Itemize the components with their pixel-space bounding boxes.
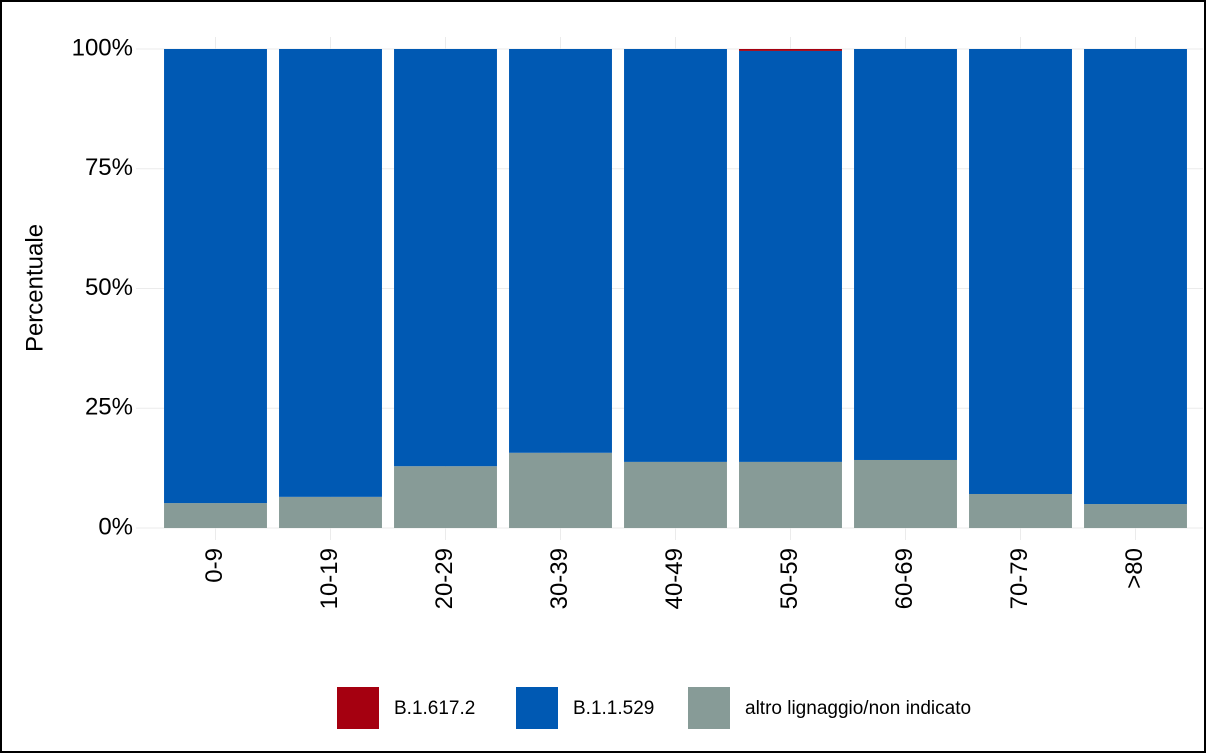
bar-segment <box>394 466 497 528</box>
bar-segment <box>739 461 842 528</box>
y-tick-label: 25% <box>85 394 133 421</box>
bar-segment <box>854 459 957 528</box>
bar-segment <box>394 49 497 467</box>
x-tick-label: 70-79 <box>1006 548 1033 609</box>
x-tick-label: 40-49 <box>661 548 688 609</box>
bar-segment <box>624 461 727 528</box>
bar-segment <box>854 49 957 460</box>
y-axis-label: Percentuale <box>21 224 48 352</box>
legend-swatch <box>337 687 379 729</box>
legend-label: B.1.617.2 <box>394 698 475 719</box>
legend-label: B.1.1.529 <box>573 698 654 719</box>
bar-segment <box>279 496 382 528</box>
y-tick-label: 50% <box>85 274 133 301</box>
bar-segment <box>279 49 382 497</box>
bar-segment <box>1084 49 1187 505</box>
y-tick-label: 0% <box>98 513 133 540</box>
bar-segment <box>969 493 1072 528</box>
y-tick-label: 100% <box>72 34 133 61</box>
x-tick-label: >80 <box>1121 548 1148 589</box>
bar-segment <box>624 49 727 462</box>
y-tick-label: 75% <box>85 154 133 181</box>
x-tick-label: 20-29 <box>431 548 458 609</box>
bar-segment <box>739 50 842 462</box>
bar-segment <box>509 452 612 528</box>
bar-segment <box>739 49 842 51</box>
bar-segment <box>164 49 267 504</box>
bar-segment <box>1084 504 1187 528</box>
x-tick-label: 10-19 <box>316 548 343 609</box>
x-tick-label: 0-9 <box>201 548 228 583</box>
bar-segment <box>969 49 1072 494</box>
bar-segment <box>164 503 267 528</box>
bar-segment <box>509 49 612 453</box>
x-tick-label: 30-39 <box>546 548 573 609</box>
x-tick-label: 50-59 <box>776 548 803 609</box>
legend-swatch <box>688 687 730 729</box>
legend-swatch <box>516 687 558 729</box>
legend-label: altro lignaggio/non indicato <box>745 698 971 719</box>
x-tick-label: 60-69 <box>891 548 918 609</box>
